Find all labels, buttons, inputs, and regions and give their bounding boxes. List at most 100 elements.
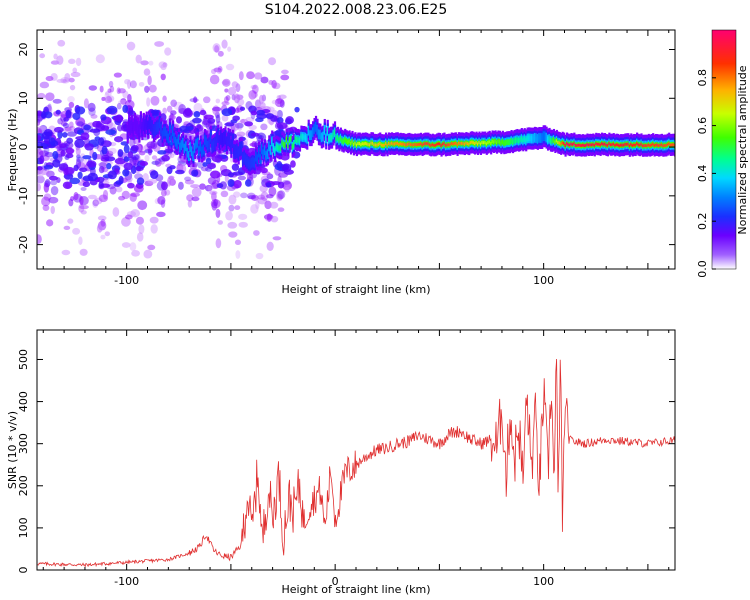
spectrogram-blob — [48, 175, 59, 181]
spectrogram-noise-blob — [225, 63, 235, 71]
spectrogram-noise-blob — [215, 208, 221, 218]
spectrogram-noise-blob — [246, 71, 255, 80]
spectrogram-noise-blob — [250, 85, 257, 90]
spectrogram-blob — [221, 108, 233, 117]
spectrogram-blob — [199, 109, 207, 116]
spectrogram-noise-blob — [78, 236, 83, 246]
spectrogram-ridge-cell — [546, 138, 550, 142]
spectrogram-ridge-cell — [485, 142, 488, 146]
spectrogram-ridge-cell — [463, 142, 466, 146]
spectrogram-ridge-cell — [150, 122, 153, 126]
spectrogram-blob — [84, 143, 94, 151]
spectrogram-noise-blob — [68, 77, 75, 83]
spectrogram-noise-blob — [237, 121, 243, 131]
spectrogram-ridge-cell — [552, 138, 556, 142]
spectrogram-blob — [139, 161, 149, 167]
spectrogram-ridge-cell — [590, 143, 593, 147]
spectrogram-noise-blob — [271, 99, 278, 105]
spectrogram-ridge-cell — [605, 143, 608, 147]
snr-ylabel: SNR (10 * v/v) — [6, 411, 19, 489]
spectrogram-noise-blob — [135, 54, 142, 64]
spectrogram-noise-blob — [80, 210, 87, 215]
spectrogram-ridge-cell — [526, 137, 529, 140]
spectrogram-ridge-cell — [647, 143, 650, 147]
spectrogram-blob — [48, 137, 56, 146]
spectrogram-blob — [52, 150, 59, 160]
spectrogram-ridge-cell — [220, 136, 223, 139]
spectrogram-noise-blob — [234, 205, 241, 211]
spectrogram-ridge-cell — [424, 142, 427, 146]
spectrogram-ridge-cell — [406, 142, 410, 146]
spectrogram-ridge-cell — [151, 126, 154, 129]
spectrogram-blob — [92, 151, 98, 161]
spectrogram-noise-blob — [213, 199, 219, 207]
spectrogram-ridge-cell — [660, 143, 664, 147]
spectrogram-ridge-cell — [221, 138, 224, 142]
spectrogram-ridge-cell — [609, 143, 612, 147]
spectrogram-ridge-cell — [373, 143, 376, 147]
spectrogram-noise-blob — [80, 186, 87, 191]
spectrogram-noise-blob — [72, 67, 78, 74]
spectrogram-noise-blob — [228, 231, 238, 238]
spectrogram-ridge-cell — [476, 142, 480, 146]
spectrogram-ridge-cell — [358, 142, 361, 145]
spectrogram-noise-blob — [148, 84, 157, 93]
spectrogram-ridge-cell — [640, 142, 643, 146]
spectrogram-noise-blob — [44, 152, 55, 158]
spectrogram-noise-blob — [217, 220, 224, 225]
spectrogram-noise-blob — [95, 54, 105, 64]
spectrogram-noise-blob — [98, 162, 108, 167]
spectrogram-noise-blob — [211, 191, 217, 202]
spectrogram-ridge-cell — [215, 137, 218, 141]
spectrogram-ridge-cell — [548, 137, 551, 141]
spectrogram-ridge-cell — [306, 137, 309, 141]
spectrogram-noise-blob — [266, 213, 272, 222]
spectrogram-ridge-cell — [145, 121, 148, 124]
spectrogram-ridge-cell — [274, 149, 277, 153]
spectrogram-ridge-cell — [539, 136, 542, 140]
spectrogram-noise-blob — [46, 219, 54, 227]
spectrogram-ridge-cell — [579, 143, 582, 147]
spectrogram-ridge-cell — [481, 141, 484, 144]
spectrogram-noise-blob — [147, 75, 152, 86]
spectrogram-ridge-cell — [386, 143, 389, 147]
spectrogram-ridge-cell — [443, 142, 446, 146]
spectrogram-noise-blob — [146, 141, 156, 149]
spectrogram-ridge-cell — [615, 143, 618, 147]
spectrogram-ridge-cell — [208, 143, 211, 147]
spectrogram-ridge-cell — [532, 137, 535, 141]
spectrogram-ridge-cell — [611, 143, 614, 147]
spectrogram-blob — [101, 154, 110, 160]
spectrogram-ridge-cell — [212, 143, 215, 147]
spectrogram-ridge-cell — [247, 161, 250, 165]
spectrogram-noise-blob — [46, 170, 55, 178]
spectrogram-ridge-cell — [662, 144, 665, 148]
spectrogram-noise-blob — [50, 205, 55, 215]
spectrogram-ridge-cell — [497, 139, 500, 143]
spectrogram-blob — [69, 177, 81, 185]
spectrogram-ridge-cell — [506, 140, 509, 144]
spectrogram-ridge-cell — [139, 120, 142, 124]
spectrogram-blob — [113, 136, 124, 143]
spectrogram-ridge-cell — [573, 142, 576, 146]
spectrogram-noise-blob — [260, 191, 269, 201]
spectrogram-noise-blob — [215, 114, 221, 124]
spectrogram-ridge-cell — [154, 127, 157, 131]
colorbar-bar — [711, 29, 737, 270]
spectrogram-noise-blob — [79, 248, 88, 256]
spectrogram-ridge-cell — [266, 152, 269, 156]
spectrogram-ridge-cell — [199, 145, 202, 148]
spectrogram-ridge-cell — [246, 160, 249, 164]
spectrogram-ridge-cell — [580, 144, 583, 148]
spectrogram-ridge-cell — [456, 143, 459, 147]
spectrogram-noise-blob — [240, 192, 248, 199]
spectrogram-ridge-cell — [430, 143, 433, 147]
spectrogram-noise-blob — [148, 60, 154, 66]
spectrogram-noise-blob — [235, 107, 240, 114]
spectrogram-blob — [244, 121, 254, 127]
spectrogram-noise-blob — [170, 110, 177, 116]
spectrogram-ridge-cell — [310, 133, 313, 137]
spectrogram-noise-blob — [43, 180, 50, 188]
spectrogram-noise-blob — [235, 83, 241, 93]
spectrogram-ridge-cell — [500, 141, 503, 145]
